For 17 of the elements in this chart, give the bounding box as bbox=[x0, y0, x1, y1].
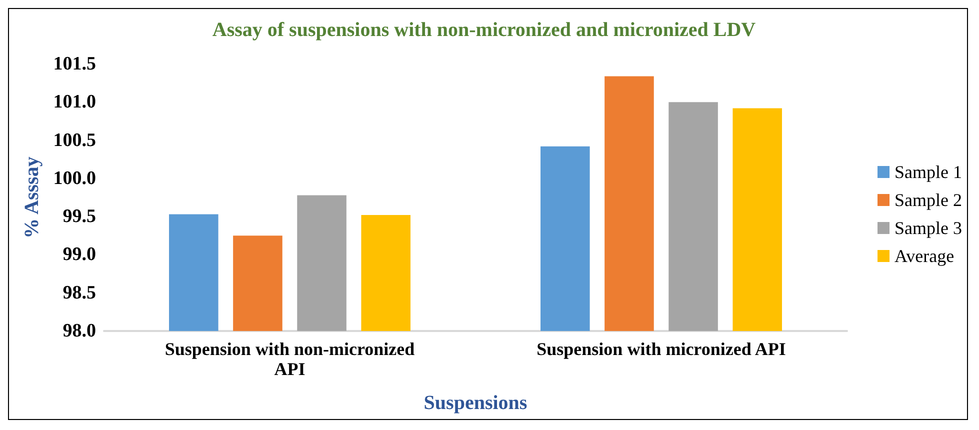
y-tick-label: 98.5 bbox=[62, 282, 96, 304]
y-tick-label: 99.0 bbox=[62, 244, 96, 266]
y-tick-label: 101.5 bbox=[53, 54, 96, 74]
legend-label: Sample 2 bbox=[894, 190, 962, 210]
legend-label: Sample 1 bbox=[894, 162, 962, 182]
y-tick-label: 99.5 bbox=[62, 206, 96, 228]
legend-label: Sample 3 bbox=[894, 218, 962, 238]
y-axis-title: % Asssay bbox=[21, 156, 43, 238]
x-tick-label: Suspension with non-micronized API bbox=[164, 339, 415, 379]
legend-label: Average bbox=[894, 246, 954, 266]
chart-title: Assay of suspensions with non-micronized and micronized LDV bbox=[212, 19, 756, 41]
x-axis-title: Suspensions bbox=[424, 392, 528, 414]
x-tick-label: Suspension with micronized API bbox=[536, 339, 786, 359]
y-tick-label: 100.0 bbox=[53, 168, 96, 189]
y-tick-label: 100.5 bbox=[53, 130, 96, 151]
y-tick-label: 98.0 bbox=[62, 320, 96, 342]
y-tick-label: 101.0 bbox=[53, 92, 96, 113]
